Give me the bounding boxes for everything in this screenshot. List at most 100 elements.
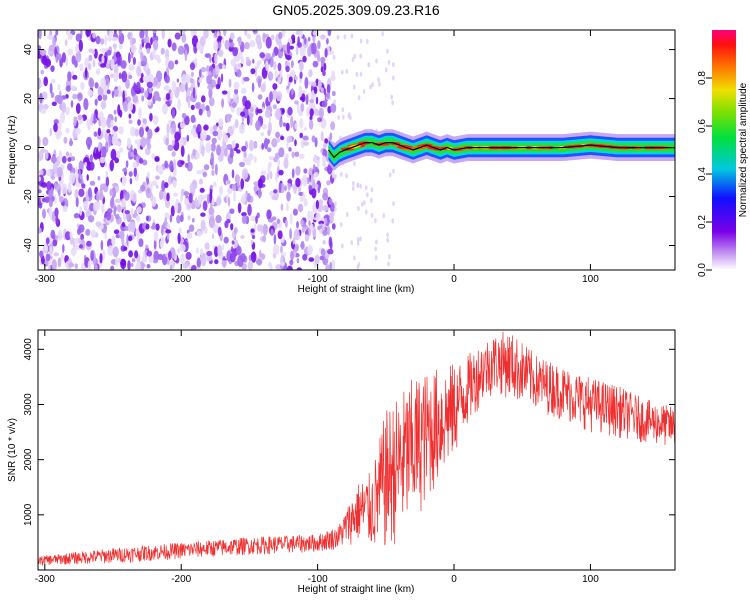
noise-speckle [279,68,283,79]
noise-speckle [97,127,101,137]
noise-speckle [280,261,285,267]
noise-speckle [271,216,277,221]
noise-speckle [67,182,72,193]
noise-speckle [295,166,301,176]
noise-speckle [131,37,137,45]
noise-speckle [179,82,186,93]
noise-speckle [111,36,118,42]
noise-speckle [308,69,313,78]
noise-speckle [62,205,68,212]
noise-speckle [231,169,235,179]
noise-speckle [177,98,181,111]
noise-speckle [67,163,73,171]
noise-speckle [292,208,298,216]
noise-speckle [77,114,83,121]
noise-speckle [85,209,90,218]
noise-speckle [106,129,111,134]
noise-speckle [388,254,391,260]
noise-speckle [253,104,257,109]
noise-speckle [299,118,304,129]
noise-speckle [138,238,144,248]
noise-speckle [232,93,237,100]
noise-speckle [126,96,132,102]
noise-speckle [296,258,300,264]
noise-speckle [217,118,224,128]
noise-speckle [122,176,127,185]
noise-speckle [89,180,96,186]
noise-speckle [187,153,190,165]
noise-speckle [184,49,188,62]
noise-speckle [267,129,271,137]
noise-speckle [190,114,196,124]
x-tick-label: -200 [171,574,191,585]
noise-speckle [289,212,293,225]
noise-speckle [152,30,157,34]
noise-speckle [38,136,41,148]
noise-speckle [247,203,252,216]
noise-speckle [115,256,119,267]
noise-speckle [320,59,325,69]
noise-speckle [213,181,217,188]
noise-speckle [216,129,223,141]
noise-speckle [54,194,57,204]
noise-speckle [123,246,128,251]
x-tick-label: -100 [308,274,328,285]
noise-speckle [201,95,206,103]
noise-speckle [93,112,96,125]
noise-speckle [46,181,52,191]
noise-speckle [107,30,110,37]
noise-speckle [67,157,72,162]
noise-speckle [183,191,190,196]
noise-speckle [221,64,226,69]
noise-speckle [275,264,282,270]
noise-speckle [198,69,202,78]
noise-speckle [331,223,336,230]
noise-speckle [90,161,94,171]
noise-speckle [375,58,378,64]
noise-speckle [146,143,152,150]
noise-speckle [127,260,131,270]
noise-speckle [332,54,336,60]
noise-speckle [310,210,314,222]
noise-speckle [111,129,115,135]
noise-speckle [131,258,136,263]
noise-speckle [165,93,171,101]
noise-speckle [288,147,292,152]
noise-speckle [195,267,203,270]
noise-speckle [322,239,326,245]
noise-speckle [227,196,231,207]
noise-speckle [190,77,194,84]
noise-speckle [173,192,178,197]
noise-speckle [171,139,175,146]
noise-speckle [60,252,64,262]
noise-speckle [308,225,311,237]
noise-speckle [300,102,305,112]
noise-speckle [61,155,67,164]
noise-speckle [208,216,215,229]
noise-speckle [42,208,46,219]
noise-speckle [136,206,142,214]
noise-speckle [54,182,58,191]
noise-speckle [192,87,196,99]
noise-speckle [387,60,391,65]
noise-speckle [119,109,123,118]
noise-speckle [157,253,164,261]
noise-speckle [101,201,105,214]
noise-speckle [286,88,291,94]
noise-speckle [200,219,206,231]
noise-speckle [317,185,321,194]
noise-speckle [331,169,335,179]
noise-speckle [237,255,244,268]
noise-speckle [359,38,363,44]
noise-speckle [268,156,275,161]
noise-speckle [324,138,329,144]
noise-speckle [245,56,250,62]
noise-speckle [315,96,319,105]
noise-speckle [192,148,196,157]
noise-speckle [201,103,206,112]
noise-speckle [285,65,290,73]
noise-speckle [55,30,59,36]
noise-speckle [208,87,213,99]
noise-speckle [362,89,366,94]
